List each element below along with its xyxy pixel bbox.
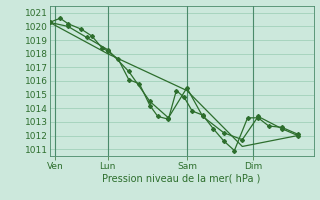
X-axis label: Pression niveau de la mer( hPa ): Pression niveau de la mer( hPa ) (102, 173, 261, 183)
